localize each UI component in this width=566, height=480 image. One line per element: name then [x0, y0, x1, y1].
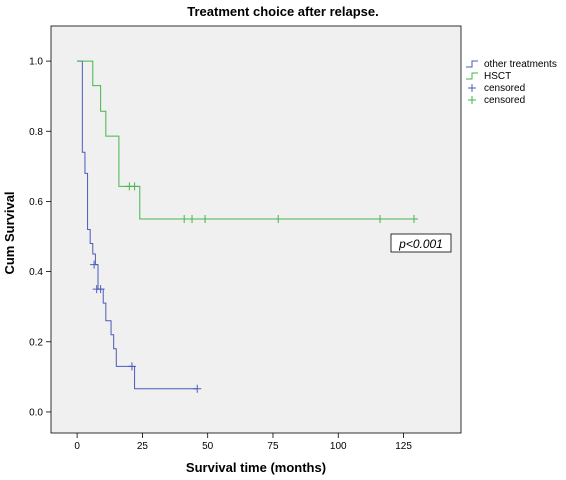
- x-tick-label: 25: [137, 441, 149, 452]
- legend-label: HSCT: [484, 71, 511, 82]
- censor-mark: [201, 214, 210, 223]
- x-axis-label: Survival time (months): [186, 460, 326, 475]
- series-group: [77, 60, 418, 393]
- x-tick-label: 100: [330, 441, 347, 452]
- legend-label: censored: [484, 95, 525, 106]
- censor-mark: [90, 260, 99, 269]
- plot-area: [50, 25, 462, 434]
- p-value-text: p<0.001: [398, 237, 443, 251]
- x-tick-label: 50: [202, 441, 214, 452]
- censor-mark: [188, 214, 197, 223]
- x-tick-label: 125: [395, 441, 412, 452]
- y-tick-label: 0.0: [29, 407, 43, 418]
- p-value-box: [390, 233, 452, 253]
- x-tick-label: 0: [74, 441, 80, 452]
- p-value-annotation: p<0.001: [390, 233, 452, 253]
- censor-mark: [193, 384, 202, 393]
- legend-line-symbol: [466, 72, 478, 80]
- y-tick-label: 1.0: [29, 57, 43, 68]
- legend-label: other treatments: [484, 59, 557, 70]
- y-axis-label: Cum Survival: [2, 191, 17, 274]
- series-line-other-treatments: [77, 60, 198, 390]
- y-tick-label: 0.8: [29, 127, 43, 138]
- censor-mark: [376, 214, 385, 223]
- legend-censor-symbol: [468, 84, 476, 92]
- censor-mark: [180, 214, 189, 223]
- legend-censor-symbol: [468, 96, 476, 104]
- series-line-hsct: [77, 60, 414, 220]
- censor-mark: [127, 362, 136, 371]
- legend-label: censored: [484, 83, 525, 94]
- censor-mark: [96, 285, 105, 294]
- legend-line-symbol: [466, 60, 478, 68]
- y-tick-label: 0.2: [29, 337, 43, 348]
- y-tick-label: 0.6: [29, 197, 43, 208]
- y-tick-label: 0.4: [29, 267, 43, 278]
- axes: 0 25 50 75 100 125 0.0 0.2 0.4 0.6 0.8 1.0: [29, 57, 412, 452]
- censor-mark: [274, 214, 283, 223]
- censor-mark: [130, 182, 139, 191]
- censor-mark: [409, 214, 418, 223]
- chart-title: Treatment choice after relapse.: [187, 4, 378, 19]
- x-tick-label: 75: [267, 441, 279, 452]
